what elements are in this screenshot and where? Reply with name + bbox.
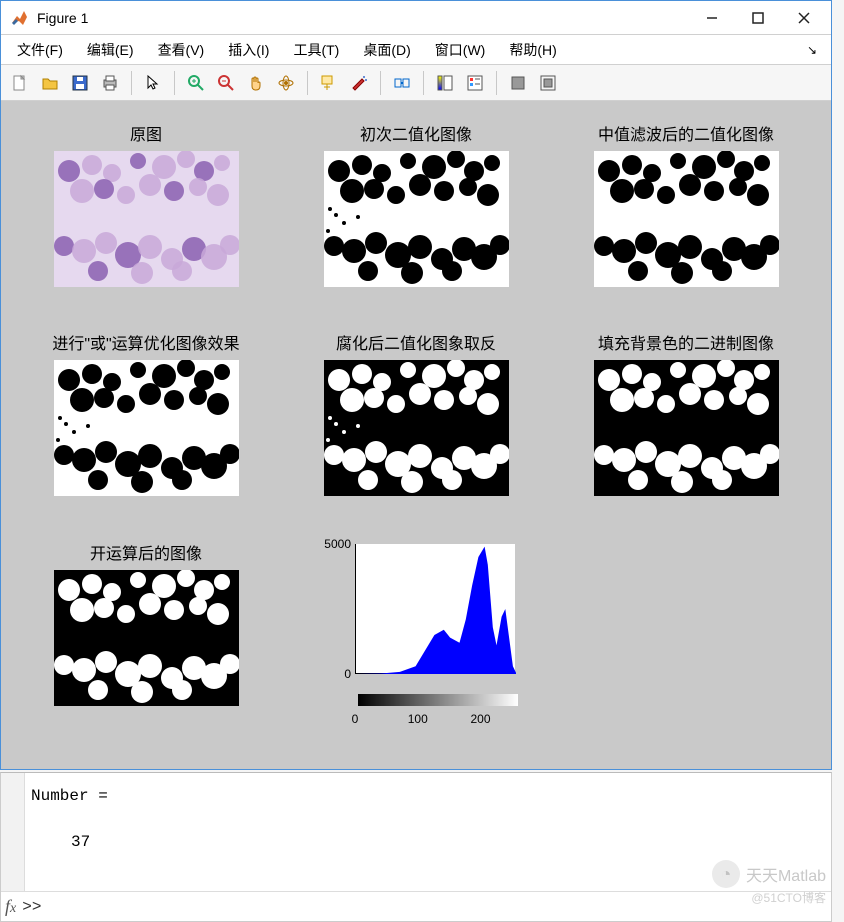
new-file-icon[interactable] [7, 70, 33, 96]
arrow-cursor-icon[interactable] [140, 70, 166, 96]
histogram-axes: 0 5000 [311, 540, 521, 690]
subplot-image [54, 151, 239, 287]
toolbar-separator [380, 71, 381, 95]
menu-edit[interactable]: 编辑(E) [77, 36, 144, 64]
toolbar-separator [131, 71, 132, 95]
subplot-image [54, 570, 239, 706]
subplot-title: 中值滤波后的二值化图像 [598, 121, 774, 145]
console-output-varname: Number = [31, 787, 827, 805]
histogram-gradient-bar [358, 694, 518, 706]
subplot-5: 腐化后二值化图象取反 [291, 330, 541, 533]
titlebar: Figure 1 [1, 1, 831, 35]
subplot-grid: 原图 初次二值化图像 中值滤波后的二值化图像进行"或"运算优化图像效果 腐化后二值化图… [21, 121, 811, 759]
subplot-image [324, 360, 509, 496]
subplot-title: 进行"或"运算优化图像效果 [52, 330, 239, 354]
link-axes-icon[interactable] [389, 70, 415, 96]
histogram-xtick: 200 [468, 712, 492, 726]
subplot-image [594, 151, 779, 287]
watermark-text: 天天Matlab [746, 862, 826, 886]
print-icon[interactable] [97, 70, 123, 96]
matlab-logo-icon [9, 8, 29, 28]
show-tools-icon[interactable] [535, 70, 561, 96]
subplot-6: 填充背景色的二进制图像 [561, 330, 811, 533]
open-folder-icon[interactable] [37, 70, 63, 96]
hide-tools-icon[interactable] [505, 70, 531, 96]
menu-tools[interactable]: 工具(T) [283, 36, 349, 64]
subplot-9 [561, 540, 811, 759]
toolbar-separator [307, 71, 308, 95]
subplot-title: 填充背景色的二进制图像 [598, 330, 774, 354]
histogram-ytick: 5000 [311, 537, 351, 551]
toolbar-separator [496, 71, 497, 95]
subplot-title: 初次二值化图像 [360, 121, 472, 145]
subplot-title: 开运算后的图像 [90, 540, 202, 564]
menu-overflow-icon[interactable]: ↘ [799, 39, 825, 61]
subplot-7: 开运算后的图像 [21, 540, 271, 759]
menu-insert[interactable]: 插入(I) [218, 36, 279, 64]
subplot-image [54, 360, 239, 496]
subplot-4: 进行"或"运算优化图像效果 [21, 330, 271, 533]
subplot-title: 原图 [130, 121, 162, 145]
menu-help[interactable]: 帮助(H) [499, 36, 566, 64]
subplot-1: 原图 [21, 121, 271, 324]
watermark: ◔ 天天Matlab [712, 860, 826, 888]
figure-canvas: 原图 初次二值化图像 中值滤波后的二值化图像进行"或"运算优化图像效果 腐化后二值化图… [1, 101, 831, 769]
window-title: Figure 1 [37, 10, 689, 26]
subplot-image [324, 151, 509, 287]
brush-icon[interactable] [346, 70, 372, 96]
pan-hand-icon[interactable] [243, 70, 269, 96]
toolbar [1, 65, 831, 101]
data-cursor-icon[interactable] [316, 70, 342, 96]
watermark-sub: @51CTO博客 [751, 889, 826, 906]
toolbar-separator [423, 71, 424, 95]
save-icon[interactable] [67, 70, 93, 96]
insert-legend-icon[interactable] [462, 70, 488, 96]
minimize-button[interactable] [689, 3, 735, 33]
menu-desktop[interactable]: 桌面(D) [353, 36, 420, 64]
histogram-ytick: 0 [311, 667, 351, 681]
command-prompt-row[interactable]: fx >> [1, 891, 831, 921]
prompt-text: >> [22, 898, 41, 916]
menu-view[interactable]: 查看(V) [148, 36, 215, 64]
zoom-in-icon[interactable] [183, 70, 209, 96]
subplot-image [594, 360, 779, 496]
histogram-xtick: 100 [406, 712, 430, 726]
close-button[interactable] [781, 3, 827, 33]
subplot-title: 腐化后二值化图象取反 [336, 330, 496, 354]
zoom-out-icon[interactable] [213, 70, 239, 96]
subplot-8: 0 5000 0 100 200 [291, 540, 541, 759]
command-window: Number = 37 fx >> [0, 772, 832, 922]
subplot-2: 初次二值化图像 [291, 121, 541, 324]
console-output-value: 37 [71, 833, 827, 851]
subplot-3: 中值滤波后的二值化图像 [561, 121, 811, 324]
wechat-icon: ◔ [712, 860, 740, 888]
histogram-xtick: 0 [343, 712, 367, 726]
figure-window: Figure 1 文件(F) 编辑(E) 查看(V) 插入(I) 工具(T) 桌… [0, 0, 832, 770]
fx-icon: fx [1, 896, 22, 917]
toolbar-separator [174, 71, 175, 95]
menu-file[interactable]: 文件(F) [7, 36, 73, 64]
menu-window[interactable]: 窗口(W) [425, 36, 496, 64]
menubar: 文件(F) 编辑(E) 查看(V) 插入(I) 工具(T) 桌面(D) 窗口(W… [1, 35, 831, 65]
rotate3d-icon[interactable] [273, 70, 299, 96]
insert-colorbar-icon[interactable] [432, 70, 458, 96]
maximize-button[interactable] [735, 3, 781, 33]
